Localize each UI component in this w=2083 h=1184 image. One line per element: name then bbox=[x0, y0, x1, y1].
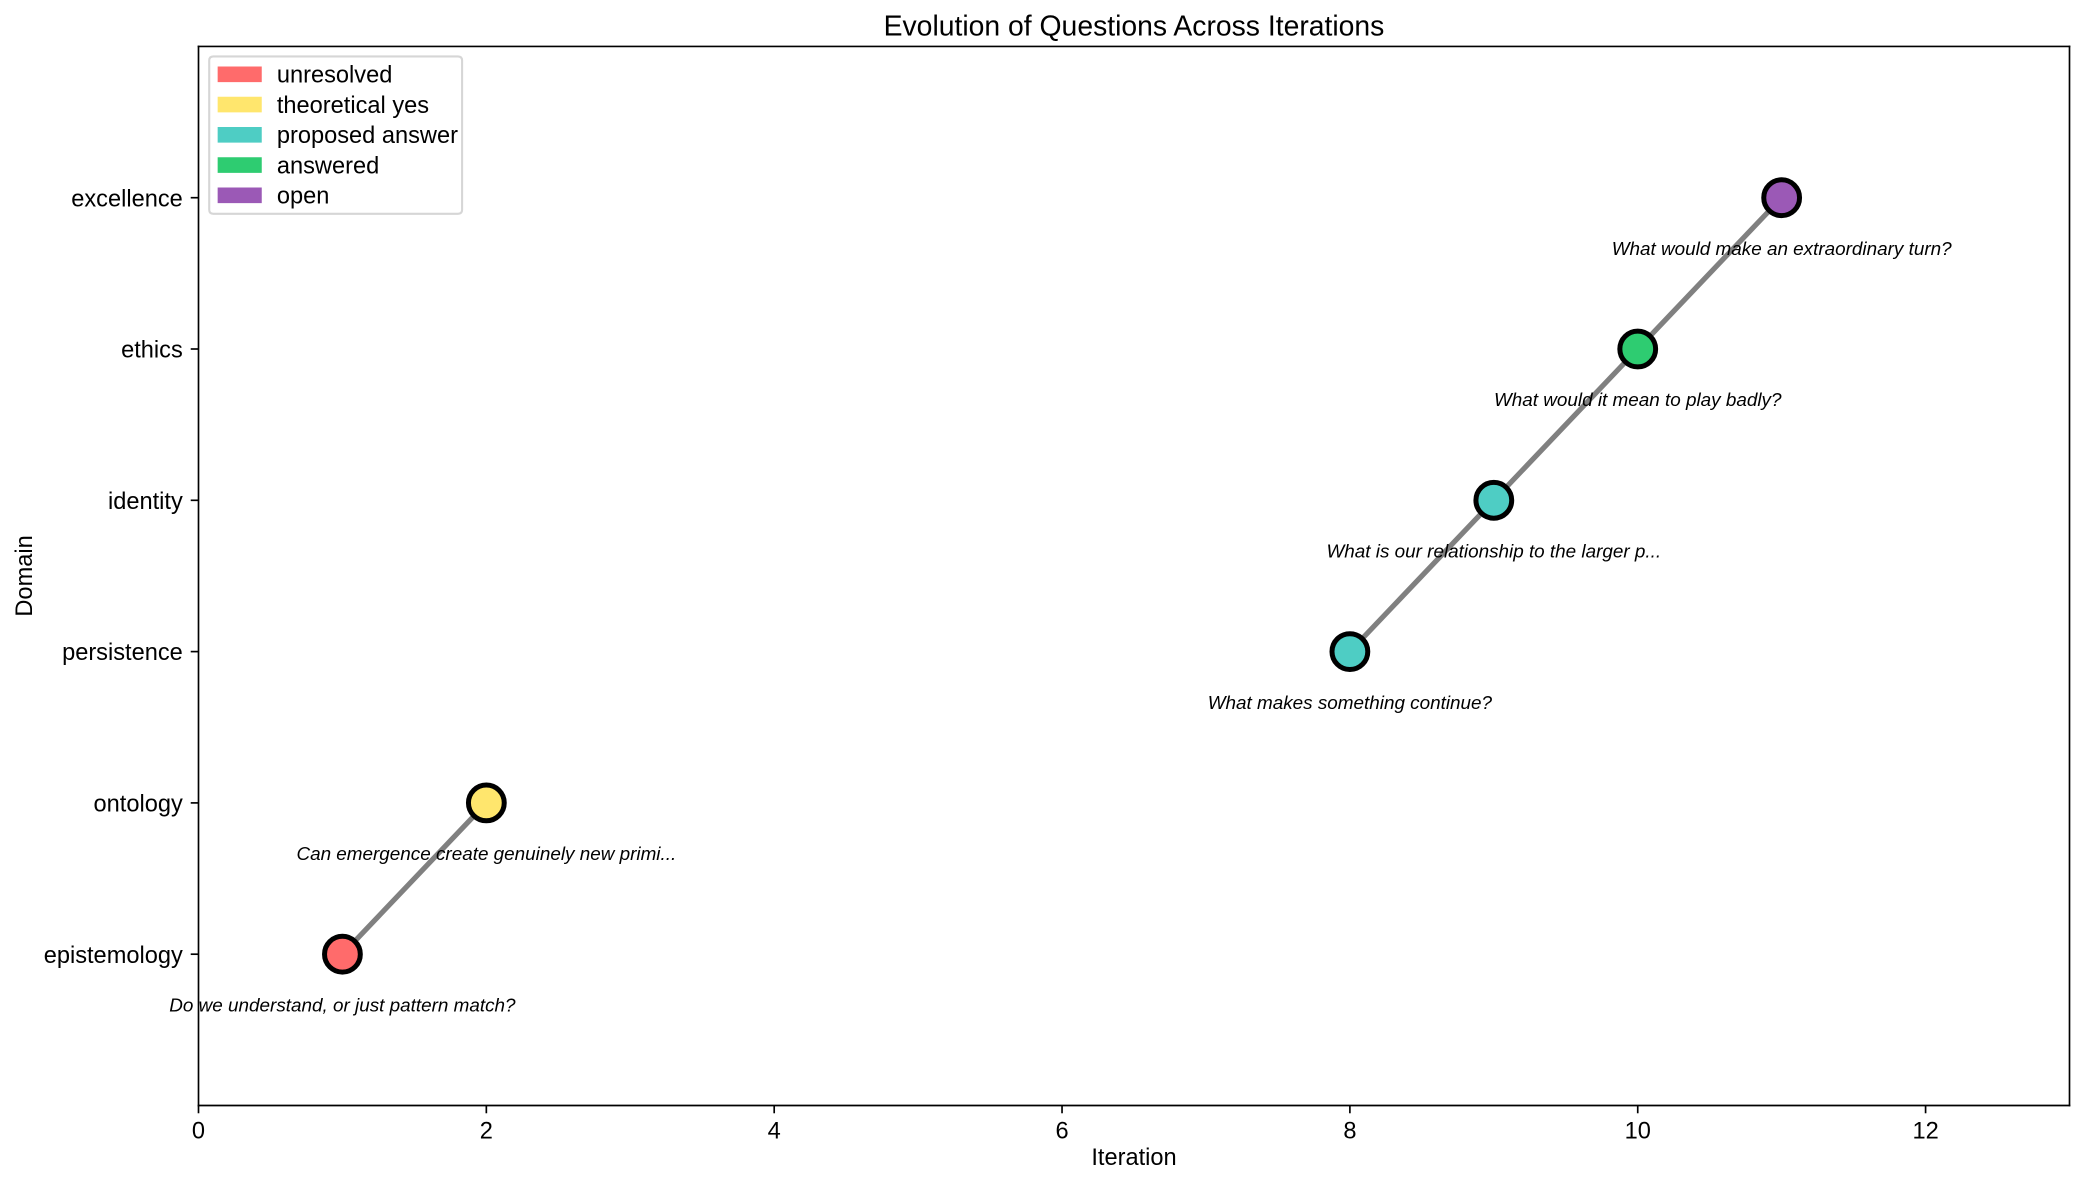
svg-text:Domain: Domain bbox=[12, 535, 38, 616]
svg-text:2: 2 bbox=[480, 1118, 493, 1144]
svg-text:8: 8 bbox=[1343, 1118, 1356, 1144]
svg-text:epistemology: epistemology bbox=[44, 943, 183, 969]
svg-text:theoretical yes: theoretical yes bbox=[277, 93, 429, 119]
svg-text:0: 0 bbox=[192, 1118, 205, 1144]
svg-text:Do we understand, or just patt: Do we understand, or just pattern match? bbox=[169, 995, 516, 1016]
svg-text:ethics: ethics bbox=[121, 338, 183, 364]
svg-text:Can emergence create genuinely: Can emergence create genuinely new primi… bbox=[296, 844, 676, 865]
svg-text:10: 10 bbox=[1625, 1118, 1651, 1144]
svg-text:12: 12 bbox=[1912, 1118, 1938, 1144]
svg-text:6: 6 bbox=[1055, 1118, 1068, 1144]
svg-text:4: 4 bbox=[768, 1118, 781, 1144]
svg-text:unresolved: unresolved bbox=[277, 63, 393, 89]
svg-text:answered: answered bbox=[277, 153, 379, 179]
svg-text:persistence: persistence bbox=[62, 640, 183, 666]
svg-text:open: open bbox=[277, 184, 330, 210]
svg-text:What would it mean to play bad: What would it mean to play badly? bbox=[1494, 390, 1782, 411]
svg-text:Iteration: Iteration bbox=[1091, 1145, 1176, 1171]
svg-text:What makes something continue?: What makes something continue? bbox=[1208, 693, 1493, 714]
svg-text:excellence: excellence bbox=[71, 186, 183, 212]
svg-text:ontology: ontology bbox=[94, 791, 183, 817]
svg-text:What would make an extraordina: What would make an extraordinary turn? bbox=[1612, 239, 1952, 260]
svg-text:proposed answer: proposed answer bbox=[277, 123, 458, 149]
svg-text:identity: identity bbox=[108, 489, 183, 515]
svg-text:Evolution of Questions Across: Evolution of Questions Across Iterations bbox=[884, 10, 1385, 42]
svg-text:What is our relationship to th: What is our relationship to the larger p… bbox=[1326, 542, 1661, 563]
